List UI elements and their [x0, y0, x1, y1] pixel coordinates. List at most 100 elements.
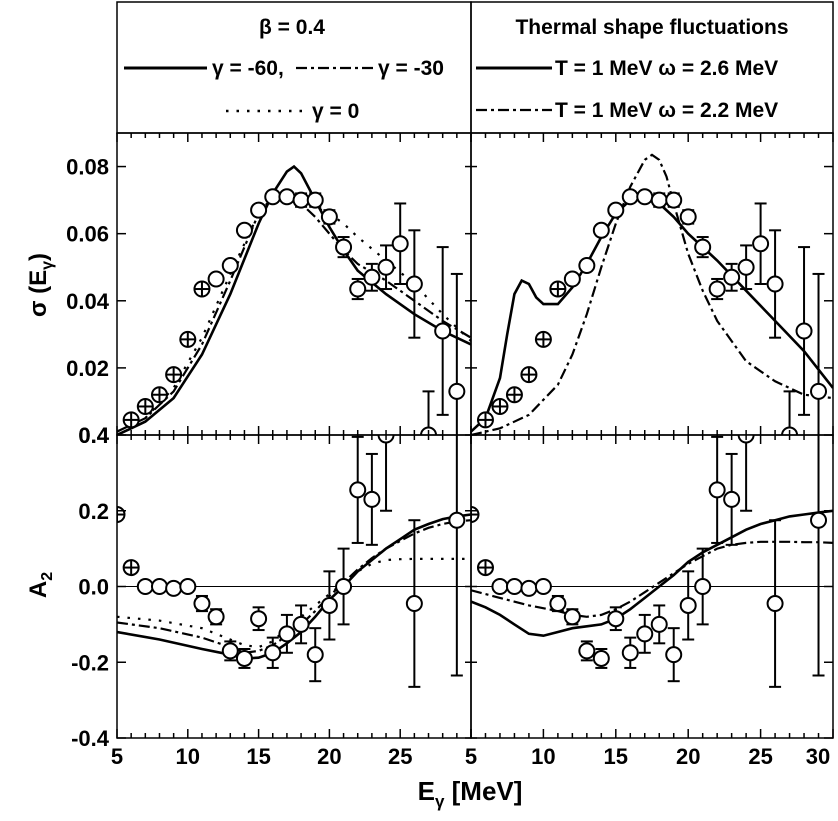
- curve-dashdot-lower-right: [471, 540, 833, 618]
- data-point-upper-left: [434, 246, 452, 416]
- data-point-upper-left: [377, 244, 395, 291]
- data-point-part: [136, 578, 154, 595]
- data-point-part: [621, 644, 639, 662]
- data-point-part: [292, 615, 310, 633]
- data-point-upper-right: [592, 221, 610, 239]
- data-point-lower-right: [665, 627, 683, 683]
- data-point-upper-right: [708, 277, 726, 301]
- data-point-lower-left: [292, 604, 310, 645]
- data-point-part: [207, 608, 225, 626]
- data-point-part: [193, 595, 211, 613]
- data-point-part: [578, 257, 596, 275]
- data-point-part: [752, 235, 770, 253]
- data-point-part: [335, 578, 353, 595]
- data-point-upper-left: [320, 208, 338, 226]
- data-point-part: [235, 221, 253, 239]
- data-point-lower-right: [520, 579, 538, 597]
- data-point-lower-left: [278, 613, 296, 654]
- data-point-upper-right: [491, 397, 509, 415]
- y-tick-label-lower: 0.2: [78, 499, 109, 524]
- data-point-part: [405, 275, 423, 293]
- x-tick-label-left: 5: [465, 744, 477, 769]
- y-tick-label-lower: 0.0: [78, 575, 109, 600]
- data-point-upper-right: [621, 188, 639, 206]
- y-tick-label-upper: 0.06: [66, 222, 109, 247]
- x-tick-label-left: 10: [176, 744, 200, 769]
- data-point-part: [320, 596, 338, 614]
- data-point-lower-right: [723, 452, 741, 546]
- data-point-lower-left: [221, 640, 239, 662]
- data-point-part: [810, 382, 828, 400]
- data-point-part: [349, 280, 367, 298]
- data-point-lower-right: [491, 578, 509, 595]
- x-tick-label-right: 20: [676, 744, 700, 769]
- x-tick-label-right: 15: [604, 744, 628, 769]
- legend-left-title: β = 0.4: [259, 16, 325, 39]
- curve-solid-upper-right: [471, 195, 833, 433]
- data-point-part: [207, 270, 225, 288]
- data-point-upper-left: [363, 262, 381, 292]
- x-tick-label-left: 20: [317, 744, 341, 769]
- data-point-upper-right: [752, 202, 770, 285]
- data-point-part: [165, 579, 183, 597]
- data-point-part: [795, 322, 813, 340]
- data-point-part: [592, 649, 610, 667]
- data-point-part: [621, 188, 639, 206]
- data-point-lower-right: [476, 559, 494, 577]
- data-point-upper-left: [165, 366, 183, 384]
- data-point-part: [264, 188, 282, 206]
- data-point-lower-right: [621, 636, 639, 669]
- data-point-upper-right: [549, 280, 567, 298]
- data-point-lower-right: [549, 594, 567, 613]
- data-point-part: [221, 642, 239, 660]
- data-point-upper-left: [292, 191, 310, 209]
- curve-dashdot-upper-left: [117, 192, 471, 433]
- data-point-part: [306, 646, 324, 664]
- data-point-part: [592, 221, 610, 239]
- data-point-lower-left: [165, 579, 183, 597]
- curve-solid-upper-left: [117, 164, 471, 435]
- data-point-upper-right: [766, 229, 784, 339]
- y-tick-label-upper: 0.04: [66, 289, 110, 314]
- data-point-lower-right: [636, 613, 654, 654]
- data-point-upper-left: [264, 188, 282, 206]
- data-point-lower-left: [349, 435, 367, 544]
- legend-label-omega26: T = 1 MeV ω = 2.6 MeV: [555, 57, 778, 80]
- data-point-part: [650, 191, 668, 209]
- data-point-upper-left: [122, 411, 140, 429]
- data-point-part: [607, 201, 625, 219]
- data-point-part: [179, 578, 197, 595]
- data-point-part: [636, 188, 654, 206]
- data-point-part: [694, 238, 712, 256]
- data-point-part: [320, 208, 338, 226]
- data-point-upper-right: [505, 386, 523, 404]
- data-point-lower-right: [607, 606, 625, 632]
- data-point-upper-left: [448, 272, 466, 435]
- data-point-part: [534, 578, 552, 595]
- data-point-upper-right: [534, 330, 552, 348]
- data-point-lower-left: [335, 547, 353, 626]
- x-tick-label-left: 5: [111, 744, 123, 769]
- data-point-part: [665, 191, 683, 209]
- data-point-part: [708, 481, 726, 499]
- x-tick-label-left: 25: [388, 744, 412, 769]
- y-tick-label-upper: 0.02: [66, 356, 109, 381]
- data-point-lower-right: [810, 435, 828, 677]
- data-point-part: [264, 644, 282, 662]
- data-point-part: [235, 649, 253, 667]
- data-point-part: [250, 610, 268, 628]
- y-axis-label-lower: A2: [25, 572, 56, 598]
- data-point-lower-left: [320, 570, 338, 641]
- data-point-lower-right: [679, 570, 697, 641]
- data-point-part: [607, 610, 625, 628]
- x-tick-label-right: 25: [748, 744, 772, 769]
- data-point-upper-left: [405, 229, 423, 339]
- data-point-upper-left: [221, 257, 239, 275]
- data-point-lower-left: [207, 608, 225, 626]
- data-point-part: [679, 208, 697, 226]
- data-point-part: [549, 595, 567, 613]
- data-point-part: [810, 511, 828, 529]
- data-point-part: [563, 608, 581, 626]
- data-point-upper-right: [650, 191, 668, 209]
- data-point-upper-left: [193, 280, 211, 298]
